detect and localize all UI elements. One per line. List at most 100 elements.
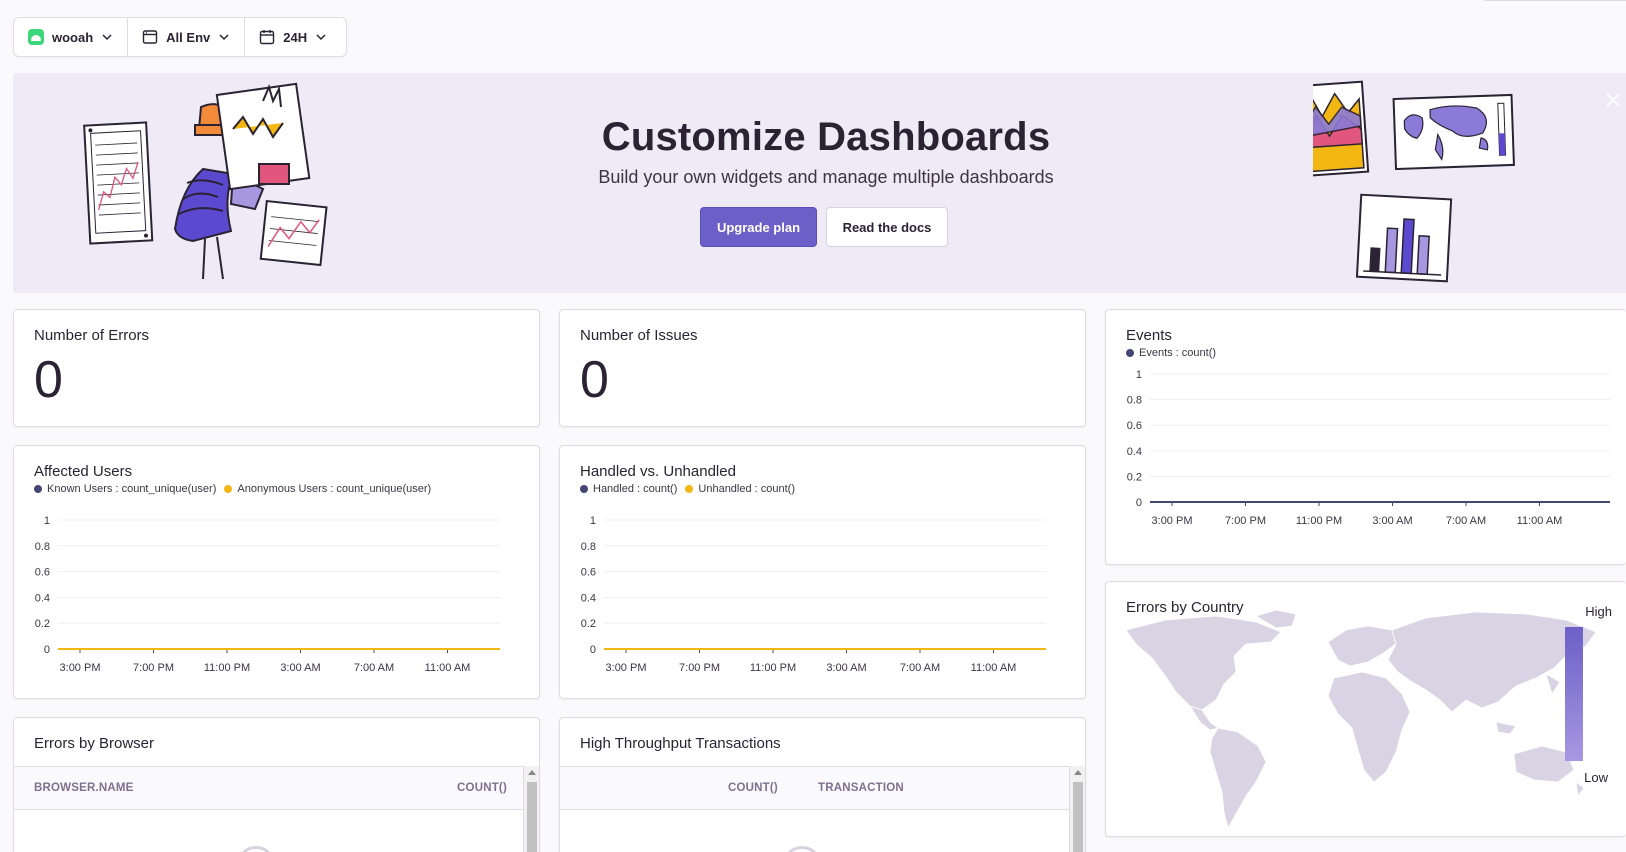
y-tick-label: 1 — [590, 515, 596, 527]
legend-item[interactable]: Handled : count() — [580, 483, 677, 495]
widget-number-of-issues: Number of Issues 0 — [559, 309, 1086, 427]
legend-dot — [580, 485, 588, 493]
period-label: 24H — [283, 29, 308, 45]
legend-item[interactable]: Known Users : count_unique(user) — [34, 483, 216, 495]
y-tick-label: 0.8 — [1127, 395, 1142, 407]
legend-dot — [1126, 349, 1134, 357]
x-tick-label: 3:00 PM — [1152, 515, 1193, 527]
legend-label: Anonymous Users : count_unique(user) — [237, 483, 432, 495]
handled-unhandled-chart: 1 0.8 0.6 0.4 0.2 0 3:00 PM 7:00 PM 11:00 PM 3:00… — [581, 515, 1046, 674]
widget-errors-by-browser: Errors by Browser BROWSER.NAME COUNT() — [13, 717, 540, 852]
widget-errors-by-country: Errors by Country High Low — [1105, 581, 1626, 837]
y-tick-label: 0.2 — [1127, 471, 1142, 483]
x-tick-label: 3:00 PM — [606, 662, 647, 674]
widget-title: Number of Errors — [34, 327, 150, 344]
x-tick-label: 11:00 AM — [1517, 515, 1563, 527]
charts-maps-illustration — [1313, 80, 1515, 283]
x-tick-label: 11:00 AM — [425, 662, 471, 674]
y-tick-label: 0 — [590, 644, 596, 656]
y-tick-label: 0.6 — [581, 567, 596, 579]
loading-spinner — [782, 846, 822, 852]
scroll-thumb[interactable] — [1073, 782, 1083, 852]
y-tick-label: 0.4 — [1127, 446, 1142, 458]
window-icon — [142, 30, 158, 44]
project-icon — [28, 29, 44, 45]
widget-title: High Throughput Transactions — [580, 735, 781, 752]
environment-selector[interactable]: All Env — [127, 18, 244, 56]
legend-item[interactable]: Unhandled : count() — [685, 483, 795, 495]
widget-title: Handled vs. Unhandled — [580, 463, 736, 480]
legend-item[interactable]: Events : count() — [1126, 347, 1216, 359]
loading-spinner — [236, 846, 276, 852]
chevron-down-icon — [219, 34, 229, 41]
environment-label: All Env — [166, 29, 211, 45]
widget-number-of-errors: Number of Errors 0 — [13, 309, 540, 427]
scrollbar[interactable] — [1069, 766, 1085, 852]
table-header: BROWSER.NAME COUNT() — [14, 766, 523, 810]
x-tick-label: 11:00 PM — [1296, 515, 1342, 527]
world-map[interactable] — [1106, 582, 1626, 837]
chart-legend: Events : count() — [1126, 347, 1216, 359]
legend-label: Known Users : count_unique(user) — [47, 483, 217, 495]
project-label: wooah — [52, 29, 94, 45]
y-tick-label: 1 — [44, 515, 50, 527]
legend-dot — [685, 485, 694, 493]
scrollbar[interactable] — [523, 766, 539, 852]
legend-dot — [224, 485, 233, 493]
x-tick-label: 11:00 PM — [204, 662, 250, 674]
y-tick-label: 0.6 — [1127, 420, 1142, 432]
x-tick-label: 7:00 AM — [900, 662, 940, 674]
chevron-down-icon — [316, 34, 326, 41]
legend-label: Events : count() — [1139, 347, 1217, 359]
affected-users-chart: 1 0.8 0.6 0.4 0.2 0 3:00 PM 7:00 PM 11:00 PM 3:00… — [35, 515, 500, 674]
banner-subtitle: Build your own widgets and manage multip… — [598, 167, 1054, 187]
y-tick-label: 0.2 — [581, 618, 596, 630]
period-selector[interactable]: 24H — [244, 18, 341, 56]
widget-title: Errors by Browser — [34, 735, 155, 752]
scroll-up-arrow[interactable] — [528, 770, 536, 775]
y-tick-label: 0.8 — [581, 541, 596, 553]
widget-title: Number of Issues — [580, 327, 698, 344]
calendar-icon — [260, 30, 275, 45]
project-selector[interactable]: wooah — [14, 18, 127, 56]
table-header: COUNT() TRANSACTION — [560, 766, 1069, 810]
widget-handled-vs-unhandled: Handled vs. Unhandled Handled : count() … — [559, 445, 1086, 699]
x-tick-label: 3:00 AM — [826, 662, 866, 674]
legend-low-label: Low — [1584, 770, 1608, 785]
x-tick-label: 7:00 PM — [679, 662, 720, 674]
x-tick-label: 7:00 PM — [133, 662, 174, 674]
widget-title: Events — [1126, 327, 1172, 344]
legend-dot — [34, 485, 42, 493]
x-tick-label: 11:00 AM — [971, 662, 1017, 674]
chart-legend: Handled : count() Unhandled : count() — [580, 483, 795, 495]
scroll-up-arrow[interactable] — [1074, 770, 1082, 775]
legend-high-label: High — [1585, 604, 1612, 619]
x-tick-label: 7:00 AM — [1446, 515, 1486, 527]
column-header-count[interactable]: COUNT() — [457, 782, 507, 794]
column-header-count[interactable]: COUNT() — [728, 782, 778, 794]
legend-item[interactable]: Anonymous Users : count_unique(user) — [224, 483, 431, 495]
dashboard-person-illustration — [83, 82, 328, 280]
column-header-transaction[interactable]: TRANSACTION — [818, 782, 904, 794]
map-scale-bar — [1565, 627, 1583, 761]
read-docs-button[interactable]: Read the docs — [826, 207, 948, 247]
x-tick-label: 11:00 PM — [750, 662, 796, 674]
y-tick-label: 0 — [1136, 497, 1142, 509]
chart-legend: Known Users : count_unique(user) Anonymo… — [34, 483, 431, 495]
widget-affected-users: Affected Users Known Users : count_uniqu… — [13, 445, 540, 699]
close-icon[interactable] — [1604, 91, 1622, 109]
x-tick-label: 3:00 AM — [280, 662, 320, 674]
y-tick-label: 0.4 — [35, 592, 50, 604]
upgrade-plan-button[interactable]: Upgrade plan — [700, 207, 817, 247]
banner-title: Customize Dashboards — [601, 115, 1051, 159]
legend-label: Handled : count() — [593, 483, 678, 495]
widget-title: Errors by Country — [1126, 599, 1244, 616]
events-chart: 1 0.8 0.6 0.4 0.2 0 3:00 PM 7:00 PM 11:00 PM 3:00… — [1127, 369, 1610, 527]
column-header-browser-name[interactable]: BROWSER.NAME — [34, 782, 134, 794]
x-tick-label: 7:00 PM — [1225, 515, 1266, 527]
x-tick-label: 3:00 PM — [60, 662, 101, 674]
big-number-value: 0 — [580, 351, 609, 409]
y-tick-label: 0.6 — [35, 567, 50, 579]
widget-high-throughput-transactions: High Throughput Transactions COUNT() TRA… — [559, 717, 1086, 852]
scroll-thumb[interactable] — [527, 782, 537, 852]
